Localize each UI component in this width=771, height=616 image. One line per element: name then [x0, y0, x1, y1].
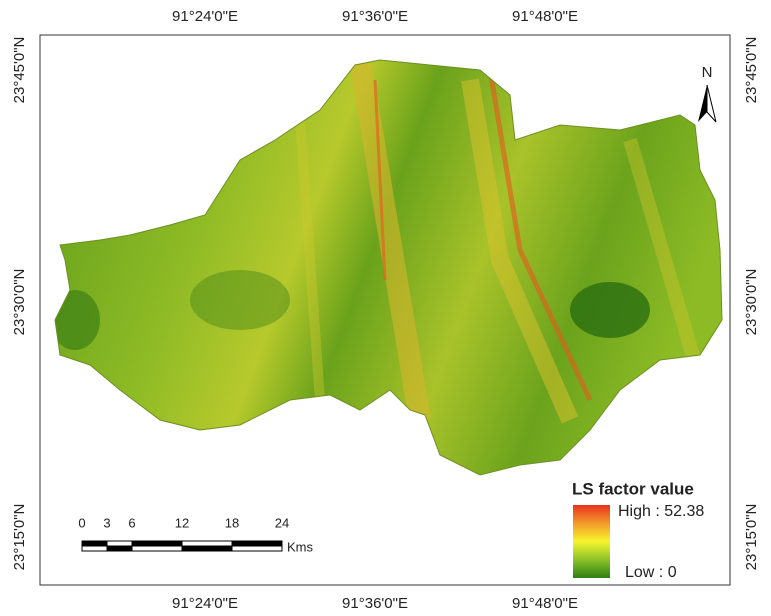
left-coord-label: 23°45'0"N: [11, 37, 28, 104]
scale-segment: [182, 546, 232, 551]
scale-segment: [132, 546, 182, 551]
scale-segment: [107, 546, 132, 551]
scale-label: 0: [78, 515, 85, 530]
north-arrow: N: [698, 64, 716, 122]
right-coord-label: 23°45'0"N: [743, 37, 760, 104]
top-coord-label: 91°48'0"E: [512, 8, 578, 25]
scale-segment: [82, 541, 107, 546]
bottom-coord-label: 91°48'0"E: [512, 595, 578, 612]
map: N LS factor value High : 52.38 Low : 0 9…: [0, 0, 771, 616]
legend-title: LS factor value: [572, 479, 694, 498]
legend-high: High : 52.38: [618, 503, 704, 520]
scale-segment: [182, 541, 232, 546]
scale-segment: [232, 546, 282, 551]
scale-segment: [132, 541, 182, 546]
scale-segment: [107, 541, 132, 546]
bottom-coord-label: 91°24'0"E: [172, 595, 238, 612]
scale-label: 18: [225, 515, 239, 530]
right-coord-label: 23°30'0"N: [743, 269, 760, 336]
scale-label: 3: [103, 515, 110, 530]
scale-label: 24: [275, 515, 289, 530]
scale-label: 12: [175, 515, 189, 530]
left-coord-label: 23°15'0"N: [11, 504, 28, 571]
scale-label: 6: [128, 515, 135, 530]
legend-low: Low : 0: [625, 564, 677, 581]
top-coord-label: 91°36'0"E: [342, 8, 408, 25]
right-coord-label: 23°15'0"N: [743, 504, 760, 571]
page: N LS factor value High : 52.38 Low : 0 9…: [0, 0, 771, 616]
north-label: N: [702, 64, 713, 81]
left-coord-label: 23°30'0"N: [11, 269, 28, 336]
bottom-coord-label: 91°36'0"E: [342, 595, 408, 612]
legend-ramp: [573, 505, 610, 578]
scale-unit: Kms: [287, 539, 314, 554]
top-coord-label: 91°24'0"E: [172, 8, 238, 25]
scale-segment: [82, 546, 107, 551]
scale-segment: [232, 541, 282, 546]
